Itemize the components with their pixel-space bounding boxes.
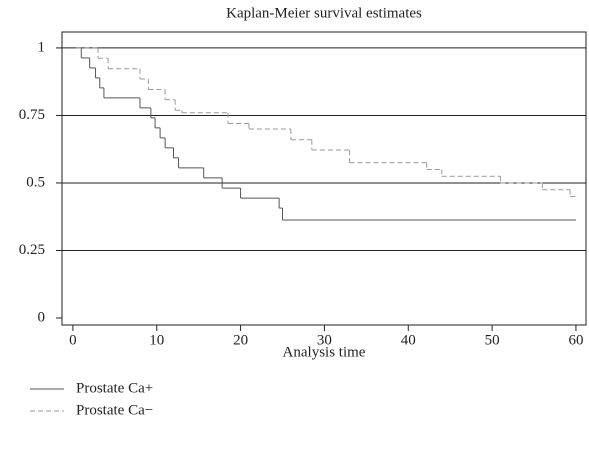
x-tick-label: 50: [485, 332, 500, 348]
x-tick-label: 40: [401, 332, 416, 348]
x-tick-label: 60: [568, 332, 583, 348]
x-axis-label: Analysis time: [283, 344, 366, 360]
x-tick-label: 0: [69, 332, 77, 348]
plot-frame: [61, 31, 587, 326]
legend-label: Prostate Ca+: [76, 380, 153, 396]
y-tick-label: 0.75: [19, 107, 45, 123]
y-tick-label: 0: [38, 309, 46, 325]
y-tick-label: 0.5: [26, 174, 45, 190]
legend-label: Prostate Ca−: [76, 402, 153, 418]
y-tick-label: 0.25: [19, 242, 45, 258]
x-tick-label: 10: [149, 332, 164, 348]
y-tick-label: 1: [38, 39, 46, 55]
x-tick-label: 30: [317, 332, 332, 348]
chart-title: Kaplan-Meier survival estimates: [226, 5, 422, 21]
x-tick-label: 20: [233, 332, 248, 348]
